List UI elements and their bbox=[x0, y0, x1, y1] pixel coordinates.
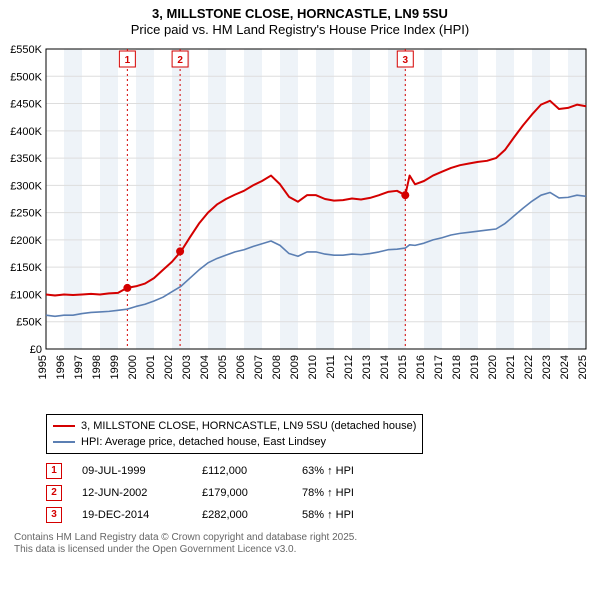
svg-text:2018: 2018 bbox=[451, 355, 463, 379]
event-badge: 2 bbox=[46, 485, 62, 501]
line-chart-svg: £0 £50K £100K £150K £200K £250K £300K £350K £400… bbox=[6, 41, 594, 401]
event-badge: 3 bbox=[46, 507, 62, 523]
svg-text:£450K: £450K bbox=[10, 99, 42, 111]
svg-text:£50K: £50K bbox=[16, 317, 42, 329]
svg-text:2010: 2010 bbox=[307, 355, 319, 379]
svg-text:2002: 2002 bbox=[163, 355, 175, 379]
svg-text:2: 2 bbox=[177, 55, 183, 66]
svg-text:2013: 2013 bbox=[361, 355, 373, 379]
event-row: 3 19-DEC-2014 £282,000 58% ↑ HPI bbox=[46, 504, 586, 526]
event-date: 12-JUN-2002 bbox=[82, 482, 182, 504]
event-row: 1 09-JUL-1999 £112,000 63% ↑ HPI bbox=[46, 460, 586, 482]
event-pct: 58% ↑ HPI bbox=[302, 504, 354, 526]
svg-text:2000: 2000 bbox=[127, 355, 139, 379]
title-address: 3, MILLSTONE CLOSE, HORNCASTLE, LN9 5SU bbox=[6, 6, 594, 21]
svg-text:£100K: £100K bbox=[10, 289, 42, 301]
event-num: 3 bbox=[51, 504, 57, 526]
svg-text:3: 3 bbox=[402, 55, 408, 66]
title-block: 3, MILLSTONE CLOSE, HORNCASTLE, LN9 5SU … bbox=[6, 6, 594, 37]
svg-text:£250K: £250K bbox=[10, 208, 42, 220]
svg-text:£350K: £350K bbox=[10, 153, 42, 165]
svg-text:2005: 2005 bbox=[217, 355, 229, 379]
event-badge: 1 bbox=[46, 463, 62, 479]
svg-text:2012: 2012 bbox=[343, 355, 355, 379]
event-price: £112,000 bbox=[202, 460, 282, 482]
svg-text:1998: 1998 bbox=[91, 355, 103, 379]
chart-container: 3, MILLSTONE CLOSE, HORNCASTLE, LN9 5SU … bbox=[0, 0, 600, 564]
chart-area: £0 £50K £100K £150K £200K £250K £300K £350K £400… bbox=[6, 41, 594, 406]
svg-text:2006: 2006 bbox=[235, 355, 247, 379]
svg-text:£150K: £150K bbox=[10, 262, 42, 274]
svg-text:£300K: £300K bbox=[10, 180, 42, 192]
event-date: 09-JUL-1999 bbox=[82, 460, 182, 482]
svg-text:1997: 1997 bbox=[73, 355, 85, 379]
svg-text:2009: 2009 bbox=[289, 355, 301, 379]
footer-line: Contains HM Land Registry data © Crown c… bbox=[14, 532, 586, 544]
event-num: 1 bbox=[51, 460, 57, 482]
legend-label: 3, MILLSTONE CLOSE, HORNCASTLE, LN9 5SU … bbox=[81, 418, 416, 434]
event-price: £282,000 bbox=[202, 504, 282, 526]
svg-text:2003: 2003 bbox=[181, 355, 193, 379]
footer-line: This data is licensed under the Open Gov… bbox=[14, 544, 586, 556]
svg-text:1996: 1996 bbox=[55, 355, 67, 379]
svg-text:2017: 2017 bbox=[433, 355, 445, 379]
legend-box: 3, MILLSTONE CLOSE, HORNCASTLE, LN9 5SU … bbox=[46, 414, 423, 454]
svg-text:2014: 2014 bbox=[379, 355, 391, 379]
event-price: £179,000 bbox=[202, 482, 282, 504]
legend-item: HPI: Average price, detached house, East… bbox=[53, 434, 416, 450]
svg-text:2024: 2024 bbox=[559, 355, 571, 379]
footer-attribution: Contains HM Land Registry data © Crown c… bbox=[14, 532, 586, 556]
svg-text:£550K: £550K bbox=[10, 44, 42, 56]
svg-text:1: 1 bbox=[125, 55, 131, 66]
svg-text:1995: 1995 bbox=[37, 355, 49, 379]
svg-text:2022: 2022 bbox=[523, 355, 535, 379]
legend-swatch bbox=[53, 425, 75, 427]
legend-label: HPI: Average price, detached house, East… bbox=[81, 434, 326, 450]
event-pct: 78% ↑ HPI bbox=[302, 482, 354, 504]
title-subtitle: Price paid vs. HM Land Registry's House … bbox=[6, 22, 594, 37]
svg-text:2011: 2011 bbox=[325, 355, 337, 379]
svg-text:2021: 2021 bbox=[505, 355, 517, 379]
svg-text:2023: 2023 bbox=[541, 355, 553, 379]
svg-text:2007: 2007 bbox=[253, 355, 265, 379]
event-date: 19-DEC-2014 bbox=[82, 504, 182, 526]
svg-text:2015: 2015 bbox=[397, 355, 409, 379]
svg-text:£500K: £500K bbox=[10, 71, 42, 83]
svg-text:2025: 2025 bbox=[577, 355, 589, 379]
events-table: 1 09-JUL-1999 £112,000 63% ↑ HPI 2 12-JU… bbox=[46, 460, 586, 526]
svg-text:£400K: £400K bbox=[10, 126, 42, 138]
legend-swatch bbox=[53, 441, 75, 443]
legend-item: 3, MILLSTONE CLOSE, HORNCASTLE, LN9 5SU … bbox=[53, 418, 416, 434]
svg-text:1999: 1999 bbox=[109, 355, 121, 379]
event-pct: 63% ↑ HPI bbox=[302, 460, 354, 482]
svg-text:2020: 2020 bbox=[487, 355, 499, 379]
svg-text:2019: 2019 bbox=[469, 355, 481, 379]
svg-text:2008: 2008 bbox=[271, 355, 283, 379]
svg-text:2004: 2004 bbox=[199, 355, 211, 379]
svg-text:2001: 2001 bbox=[145, 355, 157, 379]
svg-text:£0: £0 bbox=[30, 344, 42, 356]
event-num: 2 bbox=[51, 482, 57, 504]
svg-text:2016: 2016 bbox=[415, 355, 427, 379]
svg-text:£200K: £200K bbox=[10, 235, 42, 247]
event-row: 2 12-JUN-2002 £179,000 78% ↑ HPI bbox=[46, 482, 586, 504]
